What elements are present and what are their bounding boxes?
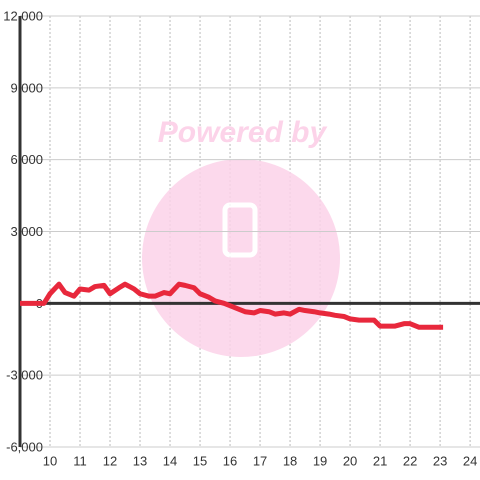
x-tick-label: 15: [193, 453, 207, 468]
x-tick-label: 24: [463, 453, 477, 468]
x-tick-label: 14: [163, 453, 177, 468]
watermark-icon: [222, 202, 258, 258]
x-tick-label: 16: [223, 453, 237, 468]
x-tick-label: 13: [133, 453, 147, 468]
y-tick-label: 9,000: [10, 80, 43, 95]
x-tick-label: 22: [403, 453, 417, 468]
watermark-circle: [142, 159, 340, 357]
x-tick-label: 19: [313, 453, 327, 468]
x-tick-label: 20: [343, 453, 357, 468]
y-tick-label: 3,000: [10, 224, 43, 239]
y-tick-label: -3,000: [6, 368, 43, 383]
y-tick-label: 12,000: [3, 8, 43, 23]
watermark-text: Powered by: [158, 116, 328, 149]
y-tick-label: -6,000: [6, 439, 43, 454]
watermark-logo: [142, 159, 340, 357]
x-tick-label: 12: [103, 453, 117, 468]
x-tick-label: 18: [283, 453, 297, 468]
x-tick-label: 10: [43, 453, 57, 468]
x-tick-label: 17: [253, 453, 267, 468]
x-tick-label: 21: [373, 453, 387, 468]
x-tick-label: 23: [433, 453, 447, 468]
data-line: [20, 281, 444, 330]
y-tick-label: 6,000: [10, 152, 43, 167]
x-tick-label: 11: [73, 453, 87, 468]
